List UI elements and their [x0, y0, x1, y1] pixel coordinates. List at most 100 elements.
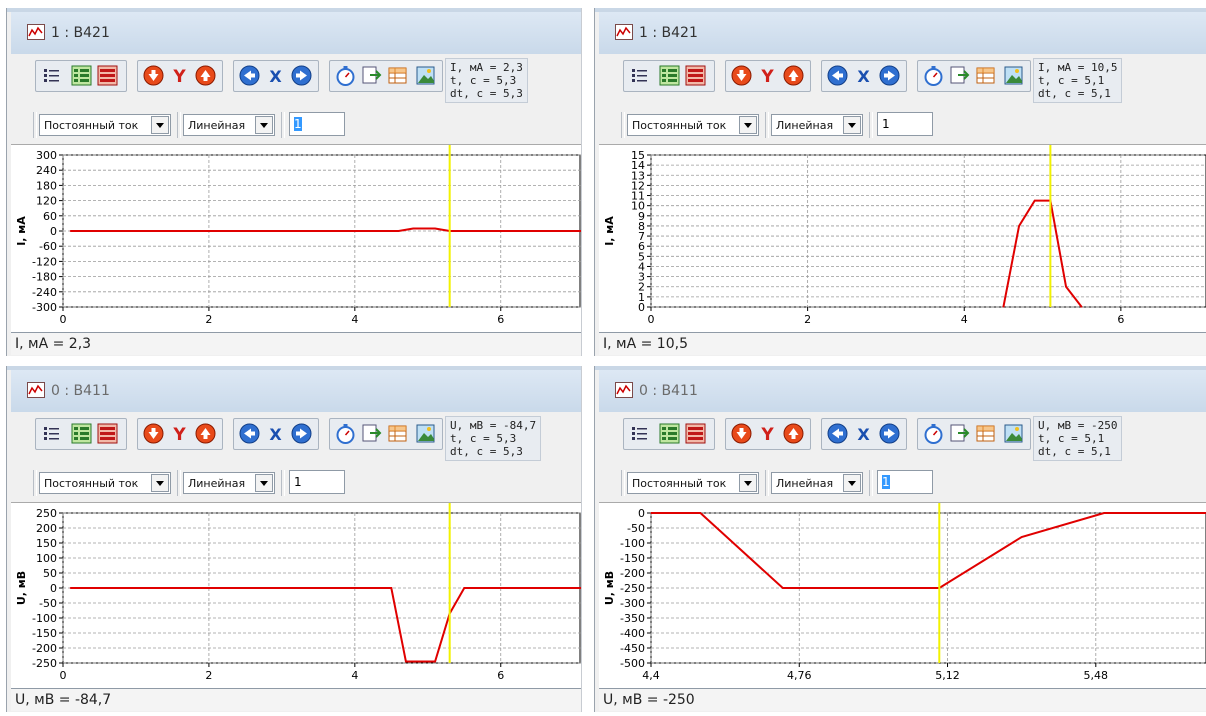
mode-select[interactable]: Постоянный ток [39, 114, 171, 136]
red-table-icon[interactable] [96, 64, 119, 87]
mode-select[interactable]: Постоянный ток [627, 114, 759, 136]
y-tick-label: 100 [36, 552, 57, 565]
y-axis-icon[interactable]: Y [168, 64, 191, 87]
y-axis-icon[interactable]: Y [756, 422, 779, 445]
chart-voltage-zoomed[interactable]: 0 -50 -100 -150 -200 -250 -300 -350 -400 -450 -500… [599, 503, 1206, 689]
y-tick-label: -150 [32, 627, 57, 640]
settings-row: Постоянный ток Линейная 1 [599, 468, 1206, 502]
export-icon[interactable] [360, 64, 383, 87]
arrow-down-icon[interactable] [142, 64, 165, 87]
y-axis-icon[interactable]: Y [756, 64, 779, 87]
titlebar[interactable]: 0 : B411 [599, 370, 1206, 412]
list-icon[interactable] [628, 64, 651, 87]
arrow-up-icon[interactable] [194, 64, 217, 87]
green-table-icon[interactable] [70, 422, 93, 445]
window-title: 1 : B421 [51, 25, 110, 41]
red-table-icon[interactable] [96, 422, 119, 445]
spreadsheet-icon[interactable] [974, 422, 997, 445]
arrow-left-icon[interactable] [826, 422, 849, 445]
stopwatch-icon[interactable] [334, 64, 357, 87]
arrow-down-icon[interactable] [142, 422, 165, 445]
titlebar[interactable]: 1 : B421 [11, 12, 581, 54]
chevron-down-icon[interactable] [255, 474, 273, 492]
arrow-up-icon[interactable] [782, 422, 805, 445]
x-axis-icon[interactable]: X [852, 422, 875, 445]
green-table-icon[interactable] [658, 64, 681, 87]
arrow-left-icon[interactable] [238, 422, 261, 445]
channel-number-input[interactable]: 1 [877, 112, 933, 136]
green-table-icon[interactable] [70, 64, 93, 87]
y-tick-label: 0 [638, 301, 645, 314]
toolbar: Y X I, мА = 10,5 t, c = 5,1 dt, c = 5,1 [599, 54, 1206, 110]
spreadsheet-icon[interactable] [386, 422, 409, 445]
chevron-down-icon[interactable] [255, 116, 273, 134]
mode-select[interactable]: Постоянный ток [39, 472, 171, 494]
chevron-down-icon[interactable] [151, 116, 169, 134]
arrow-right-icon[interactable] [878, 64, 901, 87]
window-edge [7, 8, 581, 12]
stopwatch-icon[interactable] [922, 64, 945, 87]
toolbar-group-view [623, 60, 715, 92]
spreadsheet-icon[interactable] [386, 64, 409, 87]
scale-select[interactable]: Линейная [771, 114, 863, 136]
channel-number-input[interactable]: 1 [877, 470, 933, 494]
chevron-down-icon[interactable] [739, 474, 757, 492]
toolbar: Y X I, мА = 2,3 t, c = 5,3 dt, c = 5,3 [11, 54, 581, 110]
export-icon[interactable] [360, 422, 383, 445]
arrow-up-icon[interactable] [782, 64, 805, 87]
data-point [1041, 200, 1044, 202]
y-tick-label: -350 [620, 612, 645, 625]
stopwatch-icon[interactable] [922, 422, 945, 445]
red-table-icon[interactable] [684, 64, 707, 87]
y-tick-label: 3 [638, 271, 645, 284]
titlebar[interactable]: 0 : B411 [11, 370, 581, 412]
chevron-down-icon[interactable] [151, 474, 169, 492]
scale-select[interactable]: Линейная [771, 472, 863, 494]
list-icon[interactable] [40, 422, 63, 445]
arrow-left-icon[interactable] [238, 64, 261, 87]
status-bar: I, мА = 10,5 [599, 332, 1206, 355]
mode-select[interactable]: Постоянный ток [627, 472, 759, 494]
arrow-right-icon[interactable] [290, 64, 313, 87]
x-axis-icon[interactable]: X [852, 64, 875, 87]
y-axis-icon[interactable]: Y [168, 422, 191, 445]
export-icon[interactable] [948, 422, 971, 445]
list-icon[interactable] [40, 64, 63, 87]
image-icon[interactable] [414, 64, 437, 87]
arrow-down-icon[interactable] [730, 422, 753, 445]
chevron-down-icon[interactable] [739, 116, 757, 134]
green-table-icon[interactable] [658, 422, 681, 445]
channel-number-input[interactable]: 1 [289, 470, 345, 494]
x-axis-icon[interactable]: X [264, 422, 287, 445]
x-axis-icon[interactable]: X [264, 64, 287, 87]
titlebar[interactable]: 1 : B421 [599, 12, 1206, 54]
y-tick-label: -300 [32, 301, 57, 314]
red-table-icon[interactable] [684, 422, 707, 445]
stopwatch-icon[interactable] [334, 422, 357, 445]
spreadsheet-icon[interactable] [974, 64, 997, 87]
image-icon[interactable] [1002, 64, 1025, 87]
plot-area[interactable]: 0 -50 -100 -150 -200 -250 -300 -350 -400 -450 -500… [599, 502, 1206, 689]
arrow-right-icon[interactable] [878, 422, 901, 445]
arrow-right-icon[interactable] [290, 422, 313, 445]
arrow-down-icon[interactable] [730, 64, 753, 87]
plot-area[interactable]: 250 200 150 100 50 0 -50 -100 -150 -200 -250 0 2 4 6 U,… [11, 502, 581, 689]
arrow-left-icon[interactable] [826, 64, 849, 87]
mode-select-value: Постоянный ток [632, 477, 727, 490]
export-icon[interactable] [948, 64, 971, 87]
arrow-up-icon[interactable] [194, 422, 217, 445]
image-icon[interactable] [1002, 422, 1025, 445]
plot-area[interactable]: 300 240 180 120 60 0 -60 -120 -180 -240 -300 0 2 4 6 I,… [11, 144, 581, 333]
image-icon[interactable] [414, 422, 437, 445]
channel-number-input[interactable]: 1 [289, 112, 345, 136]
list-icon[interactable] [628, 422, 651, 445]
scale-select[interactable]: Линейная [183, 472, 275, 494]
chevron-down-icon[interactable] [843, 474, 861, 492]
chart-window-icon [27, 24, 45, 40]
plot-area[interactable]: 15 14 13 12 11 10 9 8 7 6 5 4 3 2 1 0 0 2 4 6 I, мА [599, 144, 1206, 333]
chevron-down-icon[interactable] [843, 116, 861, 134]
scale-select[interactable]: Линейная [183, 114, 275, 136]
